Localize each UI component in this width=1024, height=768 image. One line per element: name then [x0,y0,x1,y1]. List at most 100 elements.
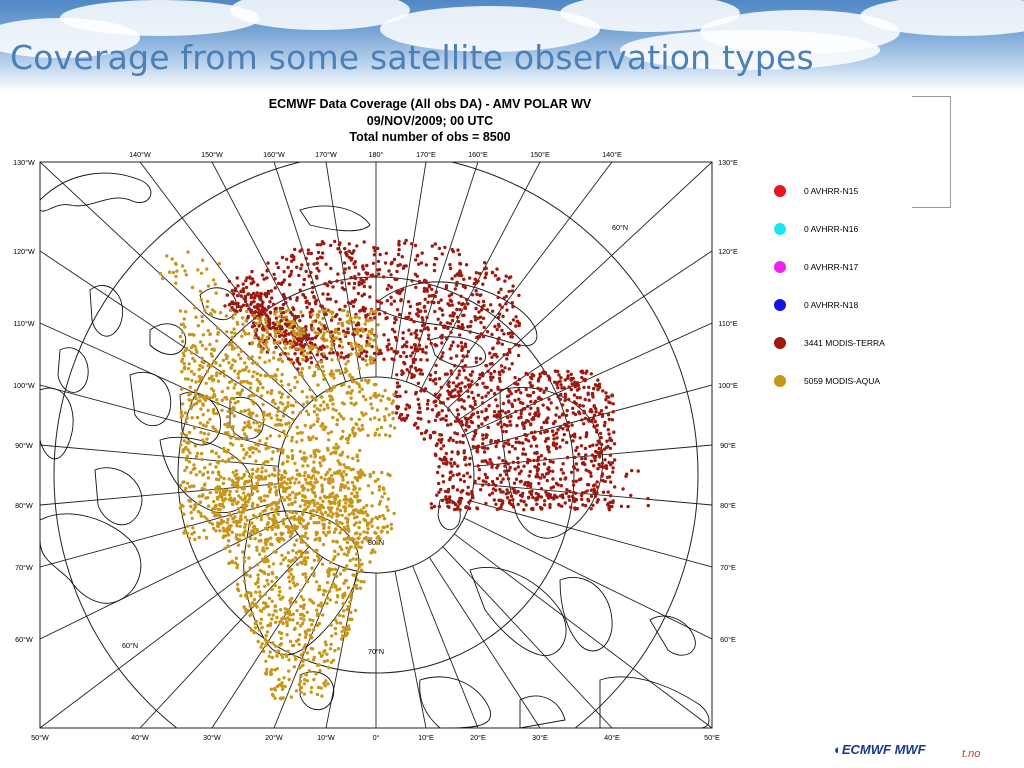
terra-obs-point [436,300,441,305]
aqua-obs-point [326,513,330,518]
terra-obs-point [524,371,528,376]
aqua-obs-point [243,368,247,372]
terra-obs-point [602,423,607,428]
aqua-obs-point [309,347,313,352]
terra-obs-point [472,281,476,286]
aqua-obs-point [276,507,280,512]
aqua-obs-point [204,381,208,385]
terra-obs-point [477,376,482,381]
aqua-obs-point [269,416,273,420]
aqua-obs-point [341,475,345,479]
terra-obs-point [438,457,442,461]
aqua-obs-point [369,520,373,524]
terra-obs-point [422,389,427,393]
aqua-obs-point [314,672,318,676]
terra-obs-point [490,332,494,337]
aqua-obs-point [316,383,320,387]
aqua-obs-point [306,658,310,662]
terra-obs-point [423,309,427,313]
aqua-obs-point [250,342,254,346]
aqua-obs-point [281,687,285,691]
aqua-obs-point [265,546,269,550]
meridian-line [40,533,298,728]
aqua-obs-point [216,326,220,330]
aqua-obs-point [284,309,288,313]
terra-obs-point [481,401,485,405]
terra-obs-point [263,291,268,296]
terra-obs-point [328,351,332,355]
terra-obs-point [314,298,319,303]
aqua-obs-point [278,314,282,319]
terra-obs-point [598,455,602,459]
terra-obs-point [238,308,243,312]
aqua-obs-point [370,517,374,521]
terra-obs-point [352,286,356,290]
aqua-obs-point [312,501,316,505]
terra-obs-point [536,386,540,390]
terra-obs-point [500,328,504,333]
aqua-obs-point [181,339,185,344]
terra-obs-point [603,479,607,484]
terra-obs-point [518,480,523,484]
terra-obs-point [610,461,615,465]
terra-obs-point [507,347,512,352]
aqua-obs-point [281,519,285,523]
aqua-obs-point [371,470,376,475]
terra-obs-point [299,267,303,271]
aqua-obs-point [291,618,295,622]
aqua-obs-point [265,413,269,417]
aqua-obs-point [292,627,297,632]
aqua-obs-point [185,465,189,470]
terra-obs-point [343,246,347,251]
aqua-obs-point [318,456,323,460]
terra-obs-point [279,319,283,323]
terra-obs-point [496,385,500,389]
aqua-obs-point [188,485,192,489]
legend-label: 0 AVHRR-N15 [804,186,859,196]
terra-obs-point [545,478,549,483]
terra-obs-point [365,263,369,268]
legend-item-modis-terra: 3441 MODIS-TERRA [768,334,918,352]
terra-obs-point [522,424,526,428]
terra-obs-point [337,344,342,348]
terra-obs-point [439,385,443,390]
aqua-obs-point [278,643,282,647]
aqua-obs-point [258,590,262,594]
aqua-obs-point [303,423,307,428]
aqua-obs-point [283,607,287,611]
terra-obs-point [517,377,522,382]
terra-obs-point [360,281,364,286]
aqua-obs-point [344,501,348,505]
terra-obs-point [475,335,479,340]
aqua-obs-point [259,609,264,614]
terra-obs-point [528,484,533,489]
aqua-obs-point [316,507,320,511]
aqua-obs-point [214,529,218,533]
terra-obs-point [382,275,386,279]
aqua-obs-point [255,372,259,376]
terra-obs-point [446,302,450,306]
aqua-obs-point [248,604,252,608]
terra-obs-point [608,438,612,442]
aqua-obs-point [299,686,304,690]
aqua-obs-point [268,623,272,628]
terra-obs-point [471,396,476,400]
legend-marker [774,185,786,197]
terra-obs-point [279,281,284,286]
aqua-obs-point [288,618,292,622]
aqua-obs-point [379,398,383,403]
aqua-obs-point [288,481,293,485]
aqua-obs-point [311,345,315,349]
aqua-obs-point [357,366,361,371]
terra-obs-point [519,469,523,473]
terra-obs-point [604,446,608,450]
aqua-obs-point [279,395,284,399]
aqua-obs-point [257,428,261,432]
terra-obs-point [453,287,457,291]
terra-obs-point [556,428,560,432]
aqua-obs-point [309,424,313,428]
terra-obs-point [450,450,454,454]
coastline [129,372,172,427]
terra-obs-point [434,443,439,448]
terra-obs-point [516,465,520,469]
